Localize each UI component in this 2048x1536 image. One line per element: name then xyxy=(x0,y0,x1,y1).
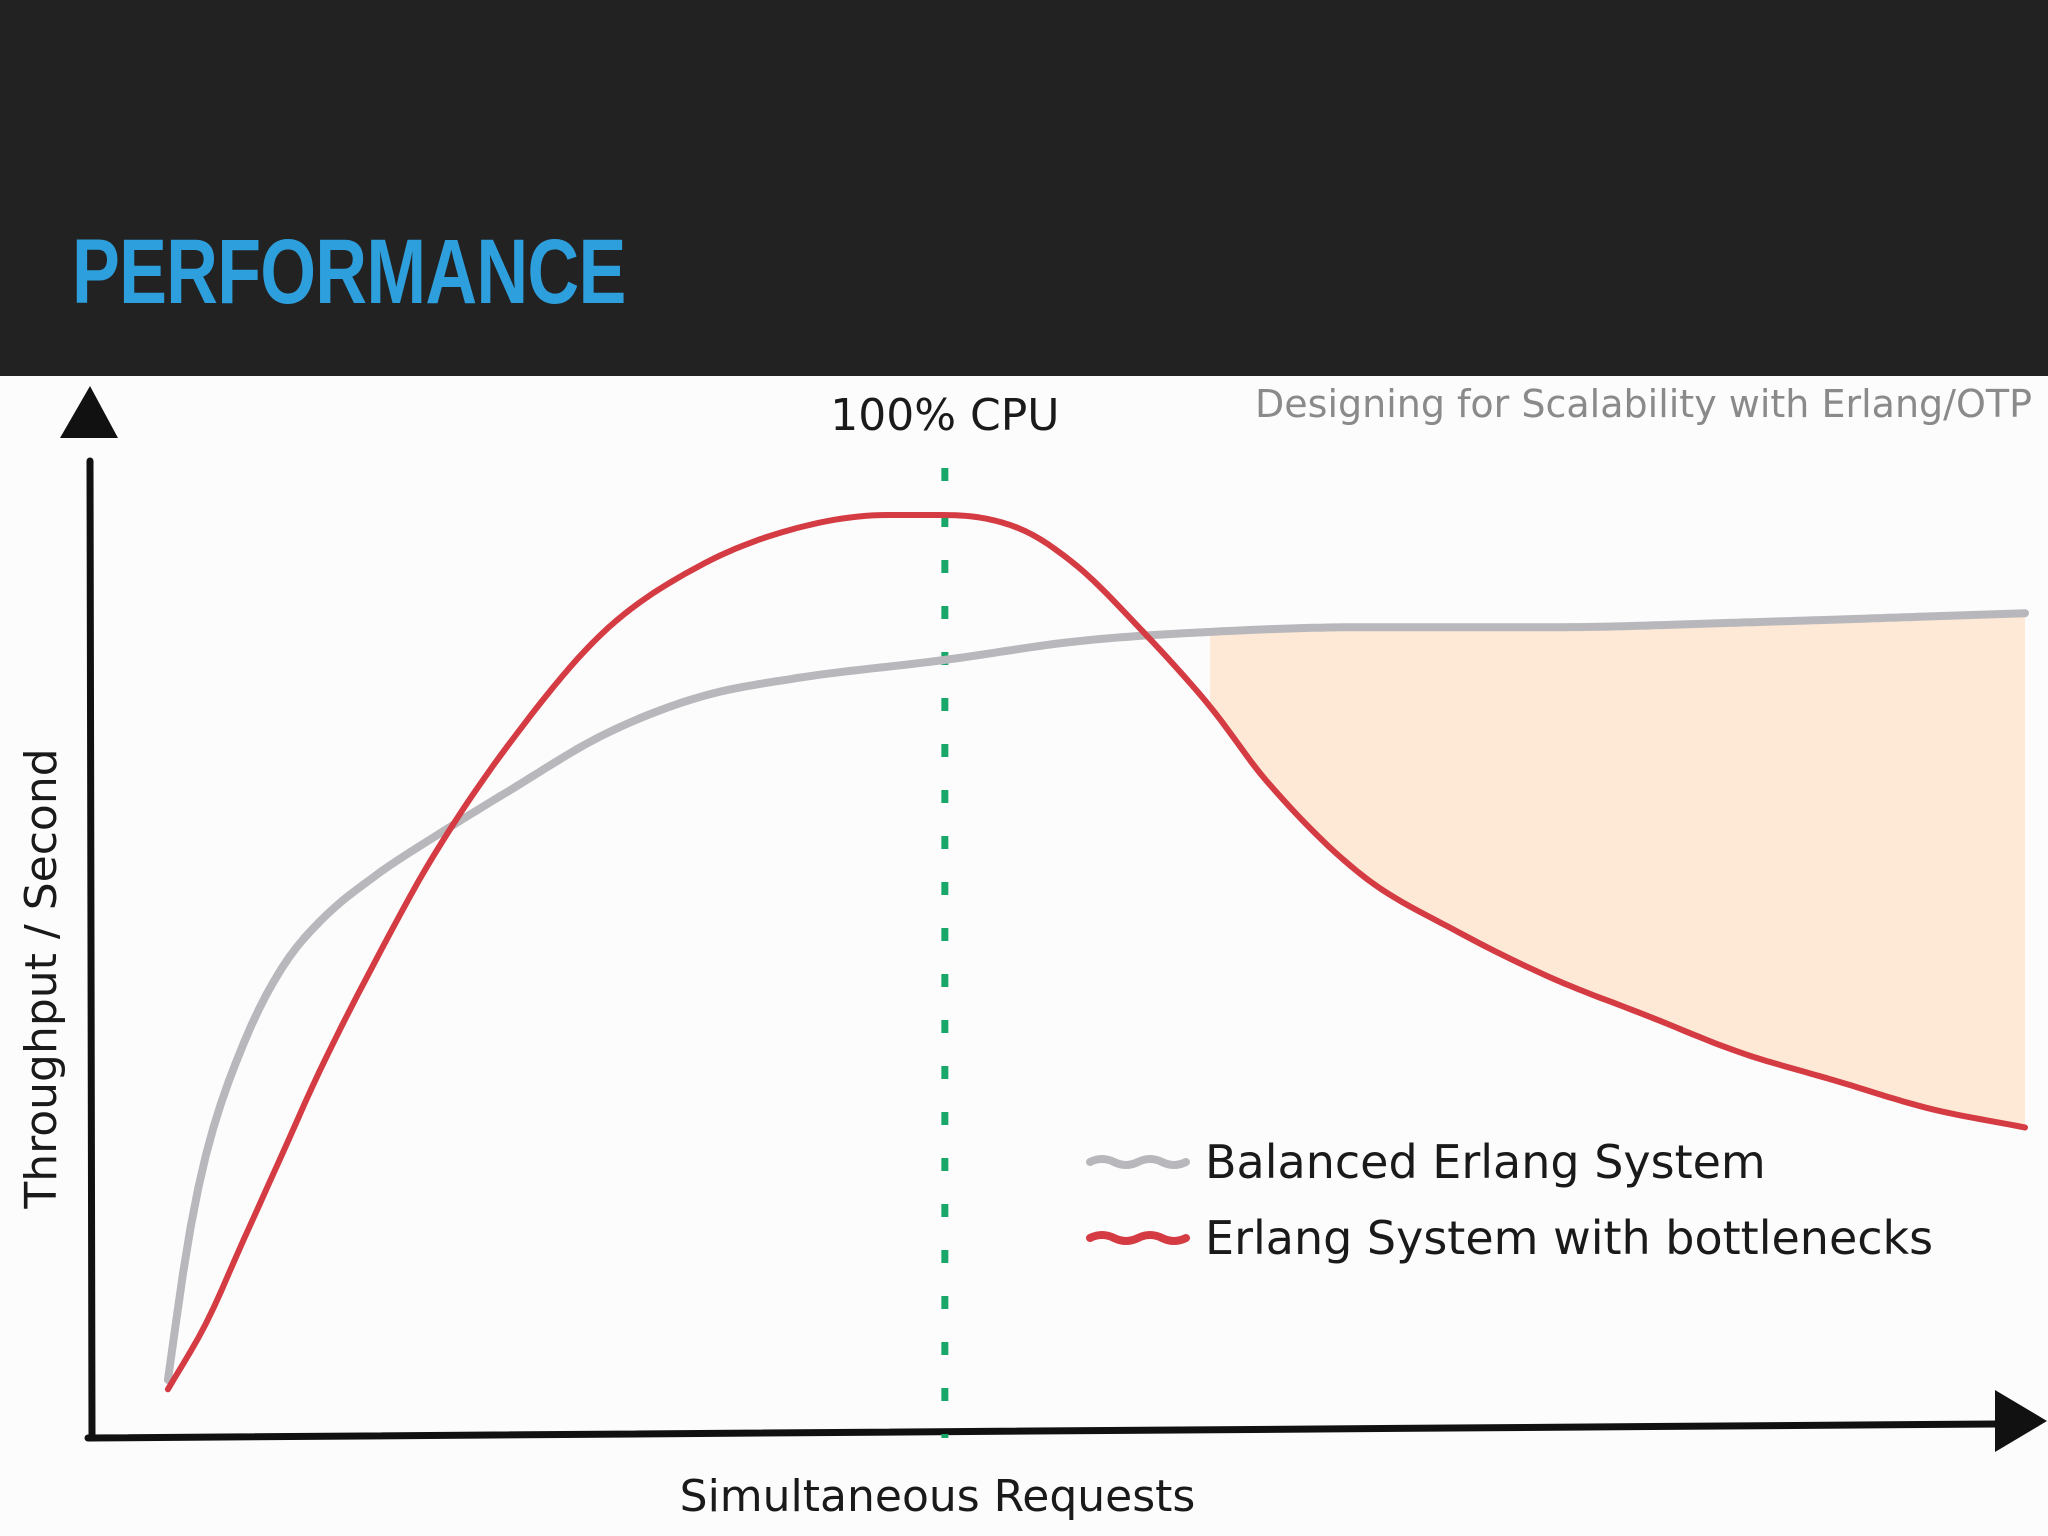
y-axis-label: Throughput / Second xyxy=(16,748,67,1209)
legend-swatch xyxy=(1086,1231,1190,1245)
cpu-limit-label: 100% CPU xyxy=(830,390,1059,441)
legend-label: Balanced Erlang System xyxy=(1205,1135,1766,1189)
x-axis-arrow-icon xyxy=(1995,1390,2047,1452)
title-band xyxy=(0,0,2048,376)
chart-area: 100% CPU Simultaneous Requests Throughput … xyxy=(0,376,2048,1536)
gap-shaded-region xyxy=(1210,613,2025,1128)
source-caption: Designing for Scalability with Erlang/OT… xyxy=(1255,382,2032,426)
legend-swatch xyxy=(1086,1155,1190,1169)
y-axis-line xyxy=(86,457,96,1442)
x-axis-line xyxy=(84,1420,1999,1442)
series-line-balanced xyxy=(163,609,2029,1384)
legend-label: Erlang System with bottlenecks xyxy=(1205,1211,1933,1265)
series-line-bottlenecks xyxy=(164,512,2028,1393)
slide-title: PERFORMANCE xyxy=(72,221,626,323)
y-axis-arrow-icon xyxy=(60,386,118,438)
x-axis-label: Simultaneous Requests xyxy=(680,1471,1196,1522)
performance-chart: 100% CPU Simultaneous Requests Throughput … xyxy=(16,386,2047,1522)
